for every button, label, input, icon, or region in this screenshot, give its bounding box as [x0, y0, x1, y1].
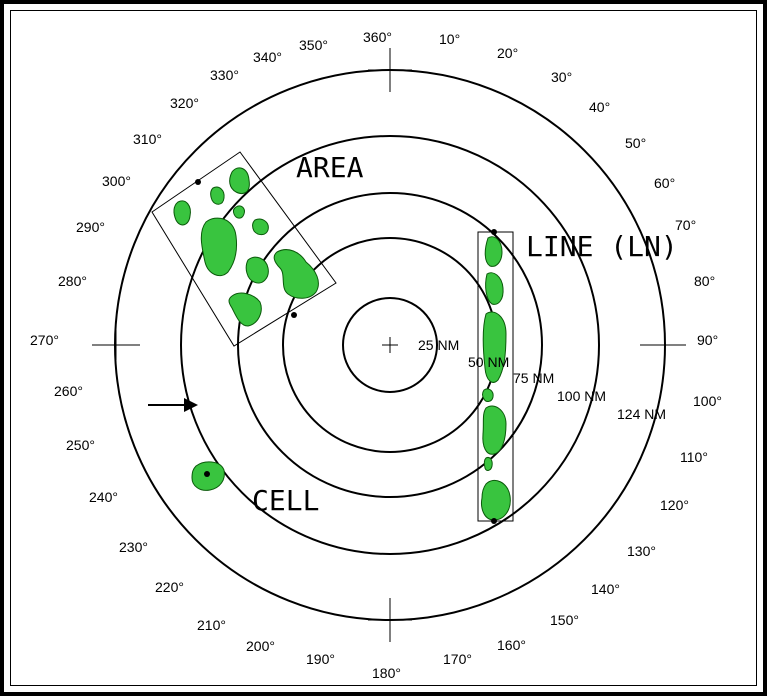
bearing-label: 190° [306, 651, 335, 667]
echo-blob [229, 167, 250, 194]
bearing-label: 120° [660, 497, 689, 513]
range-labels: 25 NM 50 NM 75 NM 100 NM 124 NM [418, 337, 666, 422]
bearing-label: 220° [155, 579, 184, 595]
echo-blob [210, 186, 225, 205]
bearing-label: 80° [694, 273, 715, 289]
area-label: AREA [296, 151, 364, 184]
bearing-label: 310° [133, 131, 162, 147]
bearing-label: 20° [497, 45, 518, 61]
echo-blob [484, 236, 503, 267]
bearing-label: 340° [253, 49, 282, 65]
bearing-label: 30° [551, 69, 572, 85]
marker-dots [195, 179, 497, 524]
echo-blob [173, 200, 191, 226]
echo-blob [273, 249, 319, 299]
bearing-label: 300° [102, 173, 131, 189]
bearing-label: 250° [66, 437, 95, 453]
bearing-label: 210° [197, 617, 226, 633]
bearing-label: 270° [30, 332, 59, 348]
inner-frame [10, 10, 757, 686]
center-crosshair [382, 337, 398, 353]
bearing-label: 70° [675, 217, 696, 233]
echo-blob [483, 457, 493, 471]
bearing-label: 160° [497, 637, 526, 653]
bearing-label: 320° [170, 95, 199, 111]
echo-blob [232, 205, 245, 219]
bearing-label: 110° [680, 449, 708, 465]
echo-blob [200, 217, 237, 277]
echo-blob [228, 292, 262, 327]
bearing-label: 130° [627, 543, 656, 559]
bearing-label: 40° [589, 99, 610, 115]
bearing-label: 330° [210, 67, 239, 83]
echo-blob [245, 256, 269, 284]
bearing-label: 350° [299, 37, 328, 53]
bearing-label: 100° [693, 393, 722, 409]
echo-blob [482, 388, 494, 402]
bearing-label: 10° [439, 31, 460, 47]
bearing-label: 200° [246, 638, 275, 654]
echo-blob [252, 218, 269, 236]
range-label-50: 50 NM [468, 354, 509, 370]
bearing-label: 50° [625, 135, 646, 151]
bearing-label: 90° [697, 332, 718, 348]
range-ring-25 [342, 297, 438, 393]
bearing-label: 170° [443, 651, 472, 667]
cell-label: CELL [252, 484, 319, 517]
range-label-75: 75 NM [513, 370, 554, 386]
echo-blob [482, 405, 507, 455]
area-echoes [173, 167, 319, 327]
range-ring-100 [180, 135, 600, 555]
bearing-label: 290° [76, 219, 105, 235]
range-label-25: 25 NM [418, 337, 459, 353]
bearing-label: 60° [654, 175, 675, 191]
line-echoes [481, 236, 511, 521]
bearing-label: 150° [550, 612, 579, 628]
bearing-label: 230° [119, 539, 148, 555]
bearing-label: 240° [89, 489, 118, 505]
echo-blob [485, 272, 504, 305]
echo-blob [481, 480, 511, 521]
bearing-labels: 360° 10° 20° 30° 40° 50° 60° 70° 80° 90°… [30, 29, 722, 681]
arrow-right-icon [148, 398, 198, 412]
bearing-label: 260° [54, 383, 83, 399]
bearing-label: 360° [363, 29, 392, 45]
cardinal-ticks [92, 48, 686, 642]
line-label: LINE (LN) [526, 230, 678, 263]
range-ring-75 [237, 192, 543, 498]
range-label-100: 100 NM [557, 388, 606, 404]
bearing-label: 140° [591, 581, 620, 597]
bearing-label: 180° [372, 665, 401, 681]
bearing-label: 280° [58, 273, 87, 289]
range-label-124: 124 NM [617, 406, 666, 422]
echo-blob [482, 311, 507, 383]
area-box [151, 151, 337, 347]
